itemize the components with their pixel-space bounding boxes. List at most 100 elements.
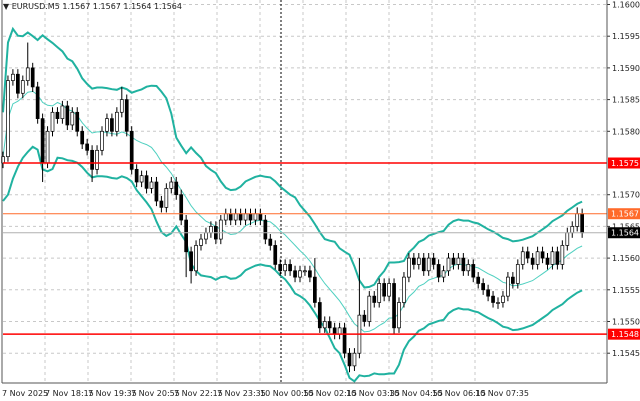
candle-body [199,238,203,246]
candle-body [332,327,337,335]
level-tag [608,208,640,220]
candle-body [580,213,585,234]
candle-body [134,168,139,183]
candle-body [228,213,233,221]
candle-body [525,251,530,259]
candle-body [402,276,406,303]
level-tag [608,157,640,169]
candle-body [149,181,154,189]
candle-body [80,130,85,145]
candle-body [16,73,20,94]
candle-body [124,99,129,132]
bollinger-middle-line [2,90,583,333]
candle-body [129,130,134,170]
candle-body [105,118,109,132]
y-tick-label: 1.1590 [612,64,640,73]
candle-body [218,219,223,240]
candle-body [298,270,302,278]
candle-body [65,105,70,126]
candle-body [441,270,446,278]
candle-body [392,283,396,329]
candle-body [293,270,297,278]
candle-body [253,213,258,221]
candle-body [451,257,456,265]
candle-body [471,264,476,278]
x-tick-label: 10 Nov 04:55 [389,389,443,398]
candle-body [169,181,174,189]
candle-body [144,175,149,189]
candle-body [258,213,263,221]
candle-body [75,111,80,132]
candle-body [342,327,347,354]
candle-body [6,80,10,158]
candle-body [377,283,382,303]
chart-title: ▼ EURUSD.M5 1.1567 1.1567 1.1564 1.1564 [3,2,182,11]
candle-body [11,73,15,81]
candle-body [233,213,238,221]
candle-body [50,111,55,132]
candle-body [288,264,292,272]
candle-body [570,226,575,234]
bollinger-upper-band [2,26,583,289]
candle-body [204,232,208,240]
x-tick-label: 7 Nov 2025 [2,389,48,398]
ohlc-readout: 1.1567 1.1567 1.1564 1.1564 [62,2,182,11]
level-tag [608,328,640,340]
y-tick-label: 1.1550 [612,318,640,327]
candle-body [575,213,580,227]
candle-body [110,118,114,132]
candle-body [70,111,75,126]
candle-body [322,321,327,329]
y-tick-label: 1.1560 [612,254,640,263]
candle-body [476,276,481,284]
candle-body [382,283,386,297]
candle-body [362,314,367,322]
x-tick-label: 10 Nov 00:55 [260,389,314,398]
candle-body [35,86,40,119]
candle-body [407,257,411,278]
y-tick-label: 1.1600 [612,1,640,10]
candle-body [154,181,159,202]
candle-body [45,130,50,164]
x-tick-label: 7 Nov 23:35 [217,389,266,398]
y-tick-label: 1.1565 [612,222,640,231]
bollinger-lower-band [2,145,583,383]
candle-body [40,118,45,164]
candle-body [30,67,35,88]
candle-body [387,283,391,297]
candle-body [238,213,243,221]
triangle-down-icon[interactable]: ▼ [3,2,10,11]
candle-body [308,270,312,278]
candle-body [535,251,540,265]
candle-body [209,226,213,234]
candle-body [436,264,441,278]
candle-body [243,213,248,221]
candle-body [515,264,520,284]
candle-body [545,257,550,265]
candle-body [431,257,436,265]
candle-body [565,232,570,246]
candle-body [60,105,65,119]
candle-body [95,149,99,170]
candle-body [466,264,471,272]
candle-body [501,295,505,303]
candle-body [496,302,500,304]
candle-body [555,251,560,265]
candle-body [268,238,273,246]
candle-body [55,111,60,119]
candle-body [426,257,431,272]
candle-body [397,302,401,329]
candle-body [248,213,253,221]
candle-body [25,67,30,81]
x-tick-label: 7 Nov 20:55 [131,389,180,398]
candle-body [223,213,228,221]
candle-body [421,257,426,272]
candle-body [486,289,490,297]
y-tick-label: 1.1580 [612,127,640,136]
level-label: 1.1548 [611,330,639,339]
candle-body [174,181,179,196]
x-tick-label: 10 Nov 07:35 [475,389,529,398]
level-label: 1.1575 [611,159,639,168]
current-price-tag [608,227,640,239]
